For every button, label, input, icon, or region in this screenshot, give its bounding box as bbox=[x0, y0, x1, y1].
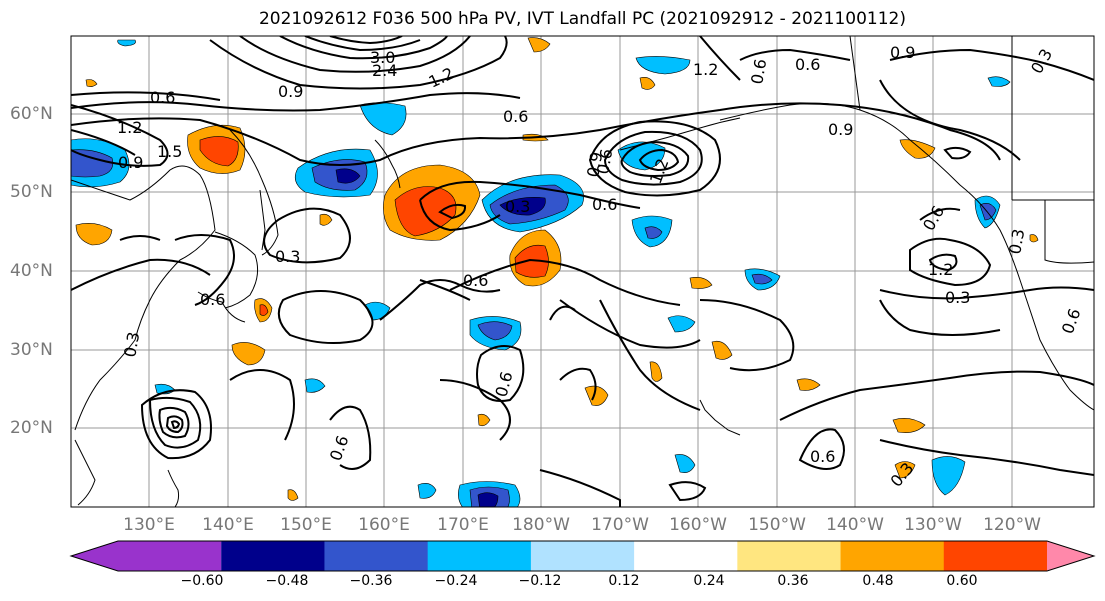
shaded-anomalies bbox=[71, 37, 1039, 507]
contour-label: 0.3 bbox=[945, 288, 970, 307]
contour-label: 0.6 bbox=[593, 147, 616, 175]
colorbar-tick-label: 0.24 bbox=[693, 573, 725, 589]
contour-label: 0.6 bbox=[200, 290, 225, 309]
lon-label: 150°E bbox=[280, 515, 332, 535]
contour-label: 0.6 bbox=[810, 447, 835, 466]
colorbar-tick-label: 0.48 bbox=[862, 573, 894, 589]
colorbar-tick-label: −0.24 bbox=[434, 573, 478, 589]
contour-label: 0.3 bbox=[275, 247, 300, 266]
contour-label: 1.2 bbox=[928, 260, 953, 279]
colorbar-tick-label: −0.48 bbox=[265, 573, 309, 589]
lon-label: 150°W bbox=[748, 515, 806, 535]
contour-label: 0.3 bbox=[120, 330, 143, 358]
contour-label: 2.4 bbox=[372, 61, 397, 80]
colorbar-tick-label: −0.12 bbox=[518, 573, 562, 589]
colorbar-tick-label: 0.60 bbox=[946, 573, 978, 589]
lon-label: 170°W bbox=[591, 515, 649, 535]
lon-label: 160°E bbox=[358, 515, 410, 535]
contour-label: 1.2 bbox=[117, 118, 142, 137]
contour-label: 0.9 bbox=[118, 153, 143, 172]
lon-label: 140°W bbox=[826, 515, 884, 535]
lat-label: 30°N bbox=[10, 340, 53, 360]
contour-label: 0.6 bbox=[463, 271, 488, 290]
colorbar-tick-label: 0.12 bbox=[608, 573, 640, 589]
lat-label: 40°N bbox=[10, 261, 53, 281]
contour-label: 0.6 bbox=[503, 107, 528, 126]
contour-label: 0.9 bbox=[583, 150, 606, 178]
lon-label: 180°W bbox=[512, 515, 570, 535]
contour-label: 1.5 bbox=[157, 142, 182, 161]
contour-label: 0.9 bbox=[278, 82, 303, 101]
contour-label: 0.6 bbox=[592, 195, 617, 214]
lon-label: 130°E bbox=[123, 515, 175, 535]
contour-label: 0.6 bbox=[747, 57, 770, 85]
map-title: 2021092612 F036 500 hPa PV, IVT Landfall… bbox=[258, 9, 906, 29]
lon-label: 160°W bbox=[669, 515, 727, 535]
lon-label: 170°E bbox=[437, 515, 489, 535]
pv-contours bbox=[71, 36, 1094, 507]
contour-label: 0.9 bbox=[828, 120, 853, 139]
lon-label: 130°W bbox=[904, 515, 962, 535]
contour-label: 0.3 bbox=[1005, 227, 1028, 255]
colorbar-tick-label: −0.60 bbox=[180, 573, 224, 589]
colorbar-tick-label: 0.36 bbox=[777, 573, 809, 589]
contour-label: 0.9 bbox=[890, 43, 915, 62]
lat-label: 50°N bbox=[10, 182, 53, 202]
contour-label: 1.2 bbox=[693, 60, 718, 79]
lat-label: 60°N bbox=[10, 104, 53, 124]
contour-label: 0.3 bbox=[505, 197, 530, 216]
contour-label: 0.6 bbox=[795, 55, 820, 74]
contour-label: 0.6 bbox=[150, 88, 175, 107]
contour-label: 3.0 bbox=[370, 48, 395, 67]
lat-label: 20°N bbox=[10, 418, 53, 438]
lon-label: 140°E bbox=[202, 515, 254, 535]
map-frame bbox=[70, 35, 1095, 508]
coastlines bbox=[71, 36, 1094, 507]
colorbar-tick-label: −0.36 bbox=[349, 573, 393, 589]
lon-label: 120°W bbox=[983, 515, 1041, 535]
